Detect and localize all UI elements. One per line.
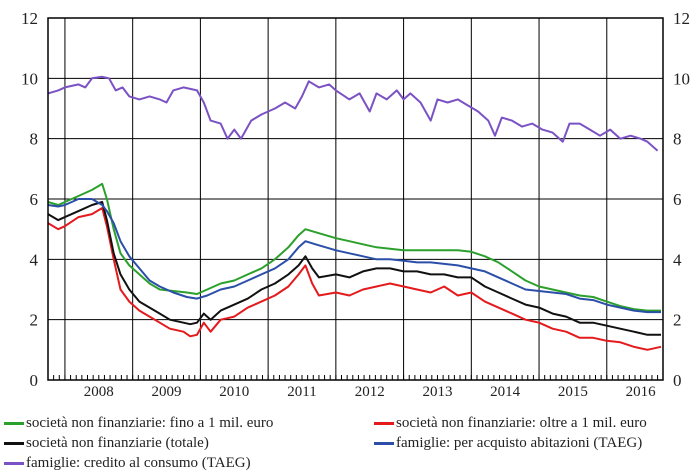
legend-label: società non finanziarie (totale) (26, 435, 209, 451)
series-layer (47, 75, 662, 351)
left-y-axis: 0 2 4 6 8 10 12 (21, 9, 39, 390)
x-tick-label: 2011 (287, 384, 316, 400)
y-tick-label-left: 0 (30, 371, 39, 390)
x-tick-label: 2013 (422, 384, 452, 400)
legend-swatch (4, 442, 24, 445)
y-tick-label-right: 2 (673, 311, 682, 330)
y-tick-label-left: 4 (30, 250, 39, 269)
y-tick-label-right: 12 (673, 9, 690, 28)
legend-label: società non finanziarie: fino a 1 mil. e… (26, 415, 274, 431)
y-tick-label-left: 10 (21, 69, 38, 88)
legend-item-purple: famiglie: credito al consumo (TAEG) (4, 455, 251, 472)
series-line (47, 201, 661, 336)
y-tick-label-left: 8 (30, 130, 39, 149)
y-tick-label-left: 2 (30, 311, 39, 330)
legend-swatch (374, 442, 394, 445)
series-line (47, 198, 661, 314)
right-y-axis: 0 2 4 6 8 10 12 (673, 9, 690, 390)
x-tick-label: 2015 (558, 384, 588, 400)
y-tick-label-right: 8 (673, 130, 682, 149)
legend-item-red: società non finanziarie: oltre a 1 mil. … (374, 415, 647, 432)
x-tick-label: 2016 (626, 384, 657, 400)
x-tick-label: 2009 (152, 384, 182, 400)
legend-label: famiglie: per acquisto abitazioni (TAEG) (396, 435, 643, 451)
legend: società non finanziarie: fino a 1 mil. e… (0, 401, 699, 476)
x-tick-label: 2012 (355, 384, 385, 400)
y-tick-label-right: 0 (673, 371, 682, 390)
x-tick-label: 2010 (219, 384, 249, 400)
x-tick-label: 2008 (84, 384, 114, 400)
plot-frame (47, 17, 664, 381)
x-tick-label: 2014 (490, 384, 521, 400)
legend-swatch (4, 462, 24, 465)
legend-swatch (374, 422, 394, 425)
y-tick-label-right: 4 (673, 250, 682, 269)
legend-label: società non finanziarie: oltre a 1 mil. … (396, 415, 647, 431)
legend-item-blue: famiglie: per acquisto abitazioni (TAEG) (374, 435, 642, 452)
legend-item-black: società non finanziarie (totale) (4, 435, 209, 452)
y-tick-label-right: 6 (673, 190, 682, 209)
series-line (47, 75, 659, 152)
x-axis-ticks: 2008 2009 2010 2011 2012 2013 2014 2015 2016 (47, 375, 659, 400)
gridlines (48, 18, 663, 380)
legend-item-green: società non finanziarie: fino a 1 mil. e… (4, 415, 273, 432)
y-tick-label-left: 6 (30, 190, 39, 209)
series-line (47, 207, 662, 351)
y-tick-label-right: 10 (673, 69, 690, 88)
legend-swatch (4, 422, 24, 425)
series-line (47, 182, 661, 312)
y-tick-label-left: 12 (21, 9, 38, 28)
legend-label: famiglie: credito al consumo (TAEG) (26, 455, 251, 471)
